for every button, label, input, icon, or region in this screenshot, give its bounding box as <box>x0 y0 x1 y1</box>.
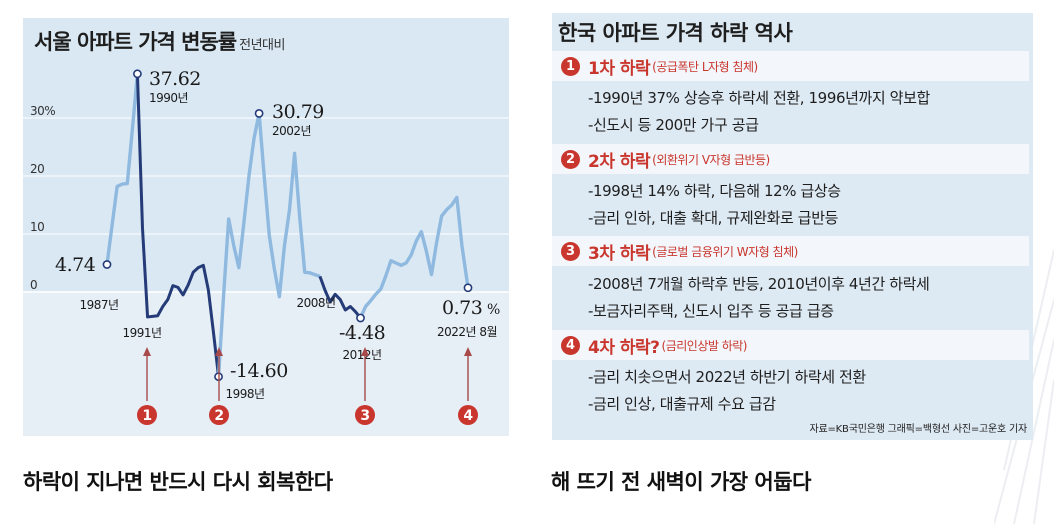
annotation-year-1987: 1987년 <box>79 298 118 312</box>
phase-marker-1-icon <box>137 405 157 425</box>
phase-marker-label: 1 <box>142 408 151 424</box>
phase-1-line-1: -1990년 37% 상승후 하락세 전환, 1996년까지 약보합 <box>588 89 930 107</box>
phase-1-number-icon: 1 <box>561 56 580 76</box>
y-tick-label: 30% <box>30 104 55 118</box>
phase-3-header: 3 3차 하락 (글로벌 금융위기 W자형 침체) <box>552 236 1029 266</box>
annotation-year-2008: 2008년 <box>296 296 335 310</box>
history-title: 한국 아파트 가격 하락 역사 <box>558 21 793 45</box>
annotation-year-1990: 1990년 <box>149 91 188 105</box>
below-zero-area <box>23 292 509 436</box>
data-point-marker <box>254 109 264 118</box>
phase-2-note: (외환위기 V자형 급반등) <box>652 152 770 167</box>
phase-4-note: (금리인상발 하락) <box>661 338 748 353</box>
series-line-light <box>358 195 470 319</box>
phase-1-name: 1차 하락 <box>588 58 651 79</box>
annotation-value-1998: -14.60 <box>230 360 288 382</box>
phase-2-number-icon: 2 <box>561 149 580 169</box>
annotation-value-2012: -4.48 <box>339 322 385 344</box>
annotation-year-1998: 1998년 <box>225 387 264 401</box>
annotation-year-2002: 2002년 <box>272 124 311 138</box>
price-change-chart-panel: 0 10 20 30% 4.74 1987년 37.62 1990년 1991년 -14.60 19… <box>23 18 509 436</box>
data-point-marker <box>102 260 112 269</box>
left-caption: 하락이 지나면 반드시 다시 회복한다 <box>23 470 333 494</box>
series-line-dark <box>318 275 362 319</box>
phase-4-number-icon: 4 <box>561 335 580 355</box>
phase-marker-label: 3 <box>360 408 369 424</box>
phase-marker-label: 4 <box>463 408 473 424</box>
annotation-value-2002: 30.79 <box>272 101 324 123</box>
phase-2-header: 2 2차 하락 (외환위기 V자형 급반등) <box>552 144 1029 174</box>
annotation-value-1987: 4.74 <box>55 254 96 276</box>
y-tick-label: 10 <box>30 220 44 234</box>
annotation-value-2022: 0.73 <box>442 297 482 319</box>
phase-4-name: 4차 하락? <box>588 337 660 358</box>
series-line-light <box>105 73 140 265</box>
phase-marker-2-icon <box>209 405 229 425</box>
chart-subtitle: 전년대비 <box>239 38 285 53</box>
phase-arrow-head <box>361 347 369 356</box>
phase-arrow-head <box>215 347 223 356</box>
y-tick-label: 20 <box>30 162 44 176</box>
data-point-marker <box>463 283 473 293</box>
phase-4-header: 4 4차 하락? (금리인상발 하락) <box>552 330 1029 360</box>
right-caption: 해 뜨기 전 새벽이 가장 어둡다 <box>551 470 811 494</box>
phase-2-line-1: -1998년 14% 하락, 다음해 12% 급상승 <box>588 182 841 200</box>
decline-history-panel: 한국 아파트 가격 하락 역사 1 1차 하락 (공급폭탄 L자형 침체) -1… <box>552 13 1033 440</box>
series-line-dark <box>135 73 221 377</box>
phase-1-note: (공급폭탄 L자형 침체) <box>652 59 758 74</box>
phase-3-name: 3차 하락 <box>588 243 651 264</box>
phase-marker-label: 2 <box>214 408 223 424</box>
phase-3-line-1: -2008년 7개월 하락후 반등, 2010년이후 4년간 하락세 <box>588 275 930 293</box>
phase-3-number-icon: 3 <box>561 241 580 261</box>
annotation-unit-percent: % <box>487 302 500 318</box>
annotation-value-1990: 37.62 <box>149 68 201 90</box>
source-credit: 자료=KB국민은행 그래픽=백형선 사진=고운호 기자 <box>809 424 1028 435</box>
phase-3-line-2: -보금자리주택, 신도시 입주 등 공급 급증 <box>588 302 834 320</box>
phase-2-name: 2차 하락 <box>588 151 651 172</box>
phase-3-note: (글로벌 금융위기 W자형 침체) <box>652 244 798 259</box>
y-tick-label: 0 <box>30 278 37 292</box>
phase-marker-3-icon <box>355 405 375 425</box>
phase-arrow-head <box>464 347 472 356</box>
annotation-year-2022: 2022년 8월 <box>437 325 497 339</box>
phase-1-header: 1 1차 하락 (공급폭탄 L자형 침체) <box>552 51 1029 81</box>
phase-1-line-2: -신도시 등 200만 가구 공급 <box>588 116 759 134</box>
phase-4-line-1: -금리 치솟으면서 2022년 하반기 하락세 전환 <box>588 368 866 386</box>
phase-2-line-2: -금리 인하, 대출 확대, 규제완화로 급반등 <box>588 209 838 227</box>
series-line-light <box>216 111 321 377</box>
data-point-marker <box>133 69 142 79</box>
data-point-marker <box>356 313 365 323</box>
annotation-year-1991: 1991년 <box>122 326 161 340</box>
phase-marker-4-icon <box>458 405 478 425</box>
chart-title: 서울 아파트 가격 변동률 전년대비 <box>34 30 285 54</box>
phase-4-line-2: -금리 인상, 대출규제 수요 급감 <box>588 395 776 413</box>
phase-arrow-head <box>143 347 151 356</box>
